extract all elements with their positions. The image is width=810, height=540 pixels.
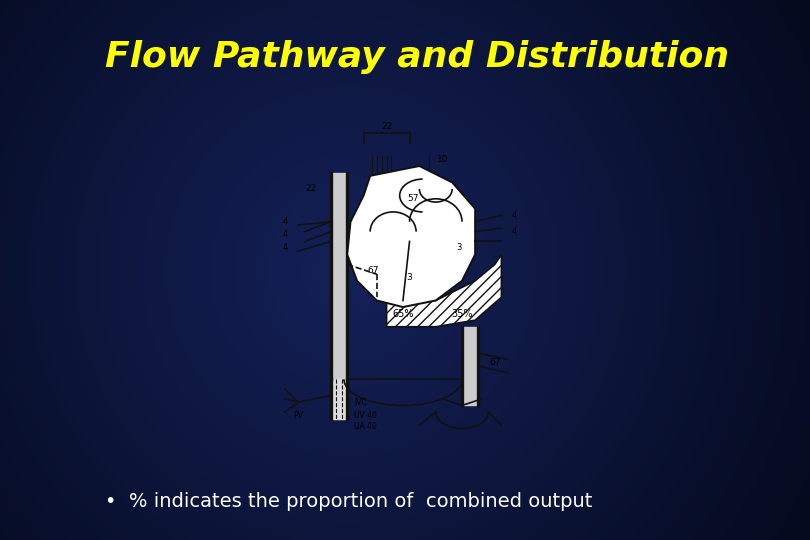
Text: Flow Pathway and Distribution: Flow Pathway and Distribution <box>105 40 730 73</box>
Text: IVC: IVC <box>354 397 366 407</box>
Text: 22: 22 <box>381 122 392 131</box>
Polygon shape <box>347 166 475 307</box>
Text: •  % indicates the proportion of  combined output: • % indicates the proportion of combined… <box>105 491 593 511</box>
Text: 10: 10 <box>437 155 448 164</box>
Text: 3: 3 <box>407 273 412 282</box>
Text: 65%: 65% <box>392 308 414 319</box>
Text: 4: 4 <box>512 211 517 220</box>
Polygon shape <box>386 254 501 327</box>
Text: UV 40: UV 40 <box>354 411 377 420</box>
Text: 35%: 35% <box>451 308 473 319</box>
Text: 4: 4 <box>282 231 288 239</box>
Text: 4: 4 <box>282 217 288 226</box>
Text: 4: 4 <box>512 227 517 236</box>
Text: UA 40: UA 40 <box>354 422 377 431</box>
Text: 67: 67 <box>489 359 501 367</box>
Text: PV: PV <box>293 411 303 420</box>
Text: 57: 57 <box>407 194 419 203</box>
Text: 4: 4 <box>282 244 288 253</box>
Text: 3: 3 <box>456 244 462 253</box>
Text: 67: 67 <box>368 266 379 275</box>
Text: 22: 22 <box>305 185 317 193</box>
